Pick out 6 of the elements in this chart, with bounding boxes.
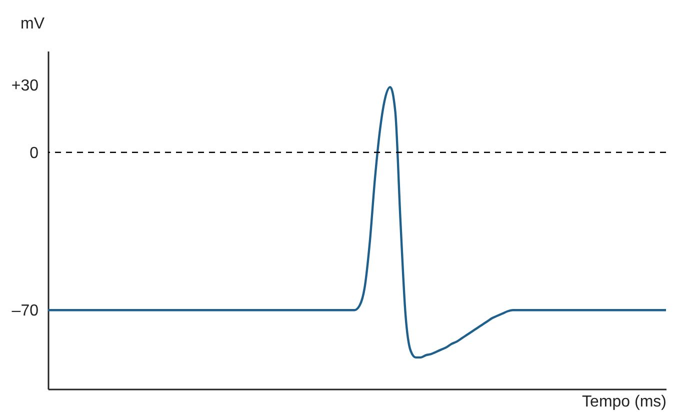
x-axis-title: Tempo (ms): [582, 394, 666, 410]
line-series: [46, 86, 668, 359]
y-tick-label: 0: [30, 144, 39, 162]
y-tick-label: –70: [12, 302, 39, 320]
y-axis-title: mV: [20, 16, 45, 32]
y-tick-label: +30: [11, 77, 39, 94]
